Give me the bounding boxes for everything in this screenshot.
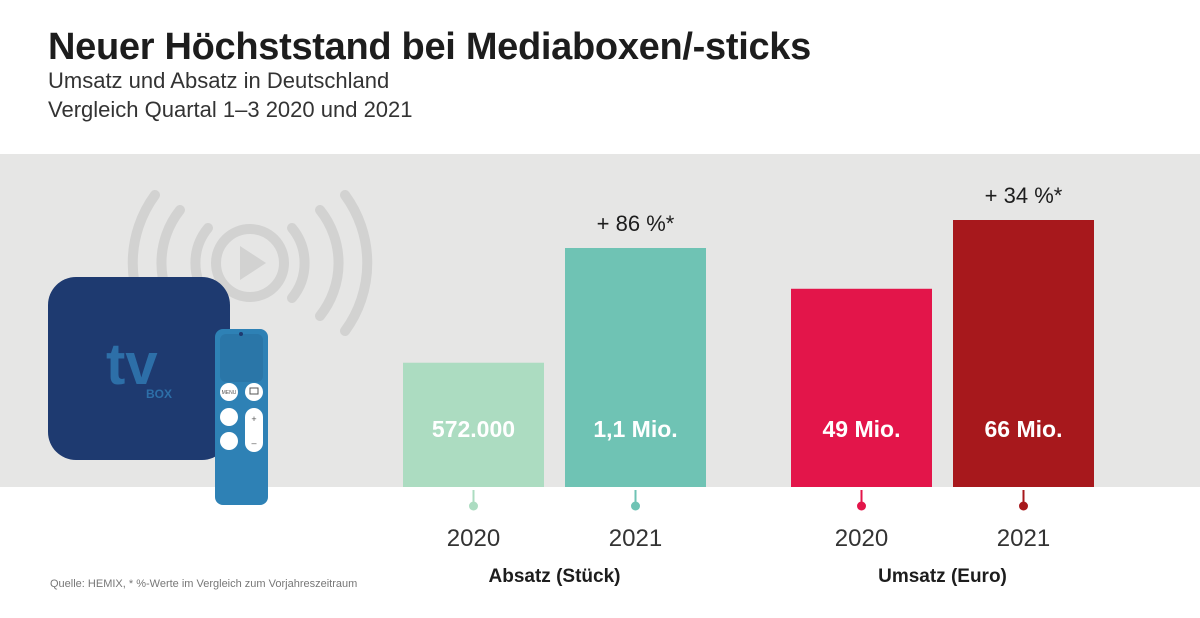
tv-box-sublogo: BOX <box>146 387 172 401</box>
svg-text:–: – <box>251 438 256 448</box>
change-label: + 34 %* <box>985 183 1063 208</box>
bar <box>791 288 932 487</box>
tv-box-icon <box>48 277 230 460</box>
bar <box>953 220 1094 487</box>
bar-value-label: 572.000 <box>432 416 515 442</box>
change-label: + 86 %* <box>597 211 675 236</box>
tick-dot <box>631 501 640 511</box>
bar-value-label: 49 Mio. <box>823 416 901 442</box>
remote-menu-label: MENU <box>222 390 237 396</box>
x-tick-label: 2020 <box>447 525 500 552</box>
play-triangle-icon <box>240 246 266 280</box>
bar <box>565 248 706 487</box>
x-tick-label: 2021 <box>609 525 662 552</box>
page-subtitle: Umsatz und Absatz in Deutschland <box>48 68 390 93</box>
tick-dot <box>469 501 478 511</box>
x-tick-label: 2021 <box>997 525 1050 552</box>
bar <box>403 362 544 487</box>
tick-dot <box>1019 501 1028 511</box>
remote-control-icon: MENU + – <box>215 329 268 505</box>
source-note: Quelle: HEMIX, * %-Werte im Vergleich zu… <box>50 578 358 590</box>
bar-value-label: 66 Mio. <box>985 416 1063 442</box>
tv-box-logo: tv <box>106 332 158 397</box>
bar-value-label: 1,1 Mio. <box>593 416 677 442</box>
group-label: Absatz (Stück) <box>489 566 621 587</box>
group-label: Umsatz (Euro) <box>878 566 1007 587</box>
page-subtitle-comparison: Vergleich Quartal 1–3 2020 und 2021 <box>48 97 413 122</box>
svg-text:+: + <box>251 414 256 424</box>
page-title: Neuer Höchststand bei Mediaboxen/-sticks <box>48 26 811 68</box>
x-tick-label: 2020 <box>835 525 888 552</box>
tick-dot <box>857 501 866 511</box>
